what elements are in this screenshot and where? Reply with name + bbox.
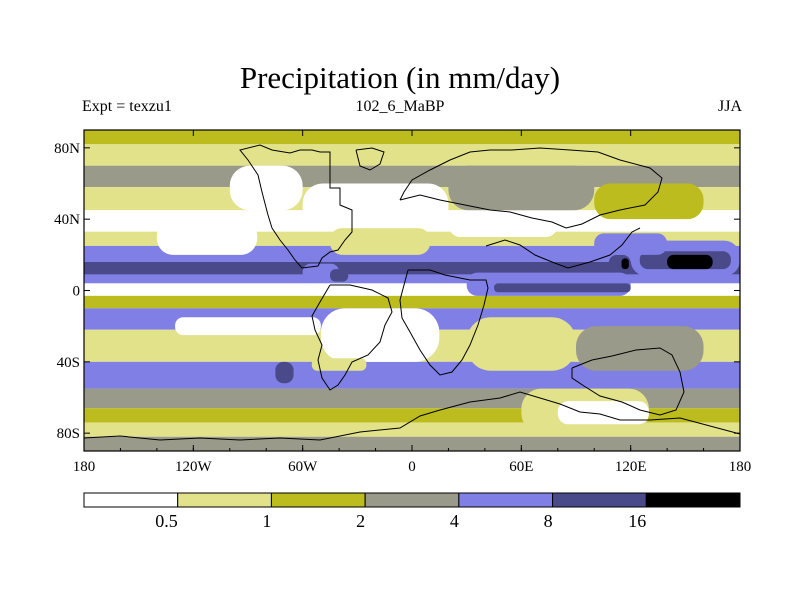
y-tick-label: 0 [73,284,81,300]
precip-band [84,295,740,309]
colorbar-label: 8 [544,511,553,531]
coastline-north-america [239,144,353,269]
precip-region [320,308,440,362]
x-axis: 180 120W 60W 0 60E 120E 180 [73,130,752,475]
precip-region [448,210,558,237]
season-label: JJA [717,98,742,115]
precip-region [621,258,629,270]
x-tick-label: 120E [615,459,647,475]
colorbar-box [177,492,272,508]
x-tick-label: 60W [288,459,318,475]
colorbar-box [552,492,647,508]
coastline-australia [571,347,685,416]
colorbar-label: 0.5 [155,511,178,531]
coastline-eurasia [399,147,663,229]
experiment-label: Expt = texzu1 [82,98,172,115]
coastline-antarctica [83,391,741,441]
y-tick-label: 80S [57,426,80,442]
precip-region [302,183,449,229]
colorbar-label: 2 [356,511,365,531]
colorbar-box [83,492,179,508]
precip-regions [156,165,740,434]
colorbar-box [458,492,554,508]
y-tick-label: 40N [54,212,80,228]
chart-title: Precipitation (in mm/day) [239,60,561,95]
x-tick-label: 120W [175,459,213,475]
precip-region [576,326,704,371]
precip-region [229,165,303,211]
precip-band [84,274,740,284]
precip-region [330,228,431,255]
precip-band [84,261,740,275]
colorbar-boxes [83,492,741,508]
colorbar-label: 16 [628,511,646,531]
x-tick-label: 180 [729,459,752,475]
colorbar-box [364,492,460,508]
precip-region [557,401,649,425]
y-tick-label: 80N [54,141,80,157]
precip-region [330,269,349,282]
y-axis: 80N 40N 0 40S 80S [54,141,740,442]
coastline-south-asia [485,227,641,269]
precip-band [84,130,740,145]
x-tick-label: 0 [408,459,416,475]
x-tick-label: 180 [73,459,96,475]
precip-region [466,317,576,371]
colorbar-box [270,492,366,508]
coastline-greenland [355,147,385,171]
y-tick-label: 40S [57,355,80,371]
continent-outlines [83,144,741,441]
time-label: 102_6_MaBP [355,98,445,115]
precip-band [84,436,740,451]
precip-region [667,254,713,270]
colorbar-box [645,492,741,508]
precip-region [275,361,294,384]
precip-region [494,283,631,293]
colorbar-labels: 0.5 1 2 4 8 16 [155,511,646,531]
coastline-africa [399,269,489,376]
precip-region [448,165,595,211]
x-tick-label: 60E [509,459,533,475]
precip-region [175,317,321,336]
precip-region [302,263,340,282]
colorbar-label: 1 [262,511,271,531]
precip-region [594,233,668,255]
coastline-south-america [311,284,393,391]
precip-region [156,219,258,255]
colorbar-label: 4 [450,511,459,531]
